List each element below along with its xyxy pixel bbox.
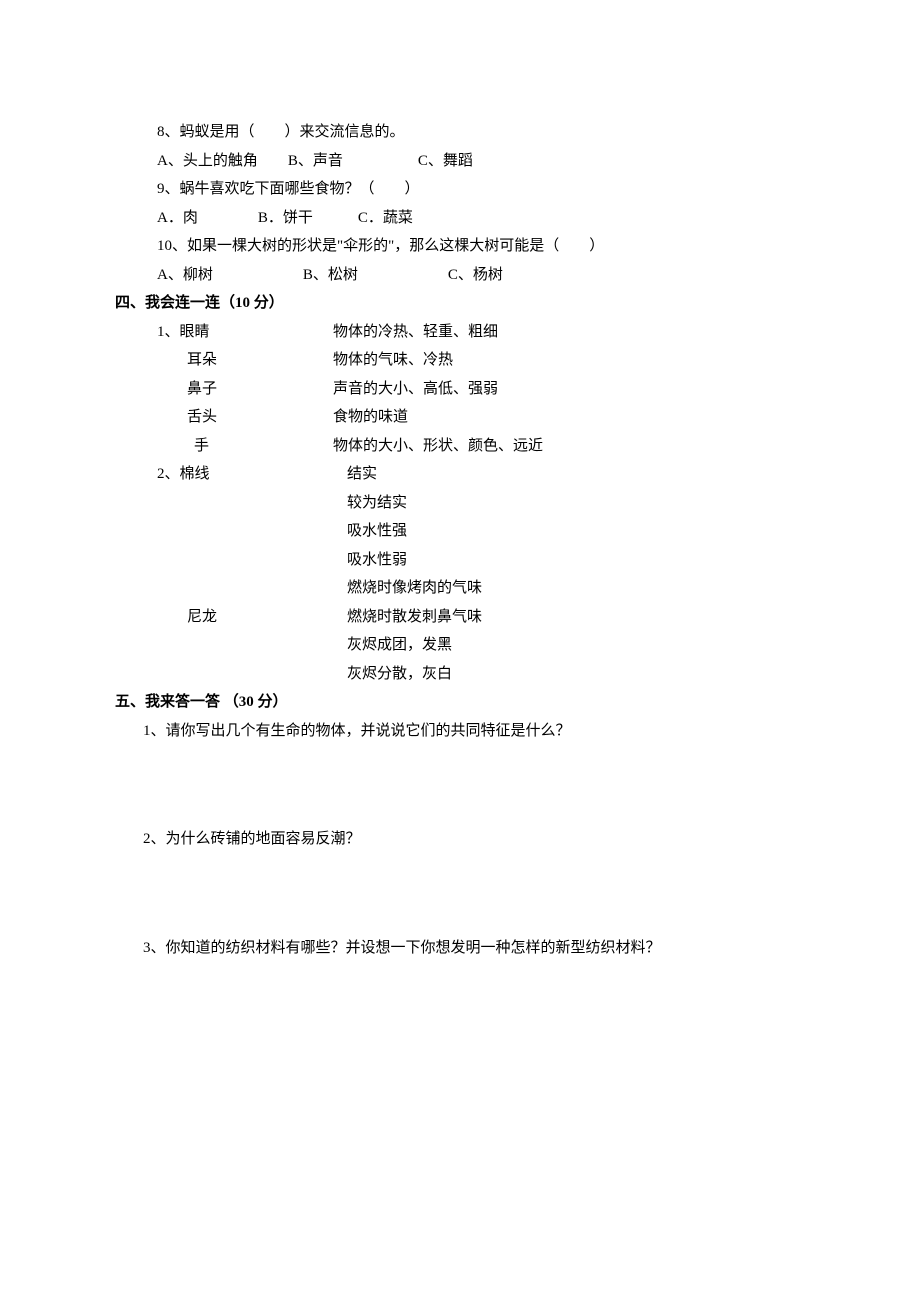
question-8-text: 8、蚂蚁是用（ ）来交流信息的。 bbox=[115, 118, 805, 147]
section5-q3: 3、你知道的纺织材料有哪些？并设想一下你想发明一种怎样的新型纺织材料？ bbox=[115, 934, 805, 963]
section5-q2: 2、为什么砖铺的地面容易反潮？ bbox=[115, 825, 805, 854]
match1-row-4: 手 物体的大小、形状、颜色、远近 bbox=[157, 432, 805, 461]
match1-prefix: 1、 bbox=[157, 324, 180, 340]
match2-row-0: 2、棉线 结实 bbox=[157, 460, 805, 489]
match1-left-0: 眼睛 bbox=[180, 324, 210, 340]
match1-left-3: 舌头 bbox=[187, 409, 217, 425]
section5-q1: 1、请你写出几个有生命的物体，并说说它们的共同特征是什么？ bbox=[115, 717, 805, 746]
match2-right-0: 结实 bbox=[347, 460, 805, 489]
match2-right-3: 吸水性弱 bbox=[347, 546, 805, 575]
match2-right-2: 吸水性强 bbox=[347, 517, 805, 546]
match2-row-6: 灰烬成团，发黑 bbox=[157, 631, 805, 660]
match1-row-3: 舌头 食物的味道 bbox=[157, 403, 805, 432]
match2-right-1: 较为结实 bbox=[347, 489, 805, 518]
match2-row-1: 较为结实 bbox=[157, 489, 805, 518]
match2-left-bottom: 尼龙 bbox=[187, 609, 217, 625]
question-9-text: 9、蜗牛喜欢吃下面哪些食物？（ ） bbox=[115, 175, 805, 204]
match1-row-2: 鼻子 声音的大小、高低、强弱 bbox=[157, 375, 805, 404]
question-8-options: A、头上的触角 B、声音 C、舞蹈 bbox=[115, 147, 805, 176]
match2-right-6: 灰烬成团，发黑 bbox=[347, 631, 805, 660]
section-4-title: 四、我会连一连（10 分） bbox=[115, 289, 805, 318]
question-9-options: A．肉 B．饼干 C．蔬菜 bbox=[115, 204, 805, 233]
match2-row-7: 灰烬分散，灰白 bbox=[157, 660, 805, 689]
match2-right-7: 灰烬分散，灰白 bbox=[347, 660, 805, 689]
match1-row-0: 1、眼睛 物体的冷热、轻重、粗细 bbox=[157, 318, 805, 347]
match1-right-3: 食物的味道 bbox=[333, 403, 805, 432]
match2-row-2: 吸水性强 bbox=[157, 517, 805, 546]
section-5-title: 五、我来答一答 （30 分） bbox=[115, 688, 805, 717]
match2-row-4: 燃烧时像烤肉的气味 bbox=[157, 574, 805, 603]
match2-right-4: 燃烧时像烤肉的气味 bbox=[347, 574, 805, 603]
match2-row-5: 尼龙 燃烧时散发刺鼻气味 bbox=[157, 603, 805, 632]
match2-right-5: 燃烧时散发刺鼻气味 bbox=[347, 603, 805, 632]
match1-right-1: 物体的气味、冷热 bbox=[333, 346, 805, 375]
question-10-text: 10、如果一棵大树的形状是"伞形的"，那么这棵大树可能是（ ） bbox=[115, 232, 805, 261]
match1-left-4: 手 bbox=[194, 438, 209, 454]
match1-right-0: 物体的冷热、轻重、粗细 bbox=[333, 318, 805, 347]
match1-row-1: 耳朵 物体的气味、冷热 bbox=[157, 346, 805, 375]
question-10-options: A、柳树 B、松树 C、杨树 bbox=[115, 261, 805, 290]
match1-left-2: 鼻子 bbox=[187, 381, 217, 397]
match2-row-3: 吸水性弱 bbox=[157, 546, 805, 575]
match2-left-top: 棉线 bbox=[180, 466, 210, 482]
match1-right-4: 物体的大小、形状、颜色、远近 bbox=[333, 432, 805, 461]
match1-left-1: 耳朵 bbox=[187, 352, 217, 368]
match2-prefix: 2、 bbox=[157, 466, 180, 482]
match1-right-2: 声音的大小、高低、强弱 bbox=[333, 375, 805, 404]
